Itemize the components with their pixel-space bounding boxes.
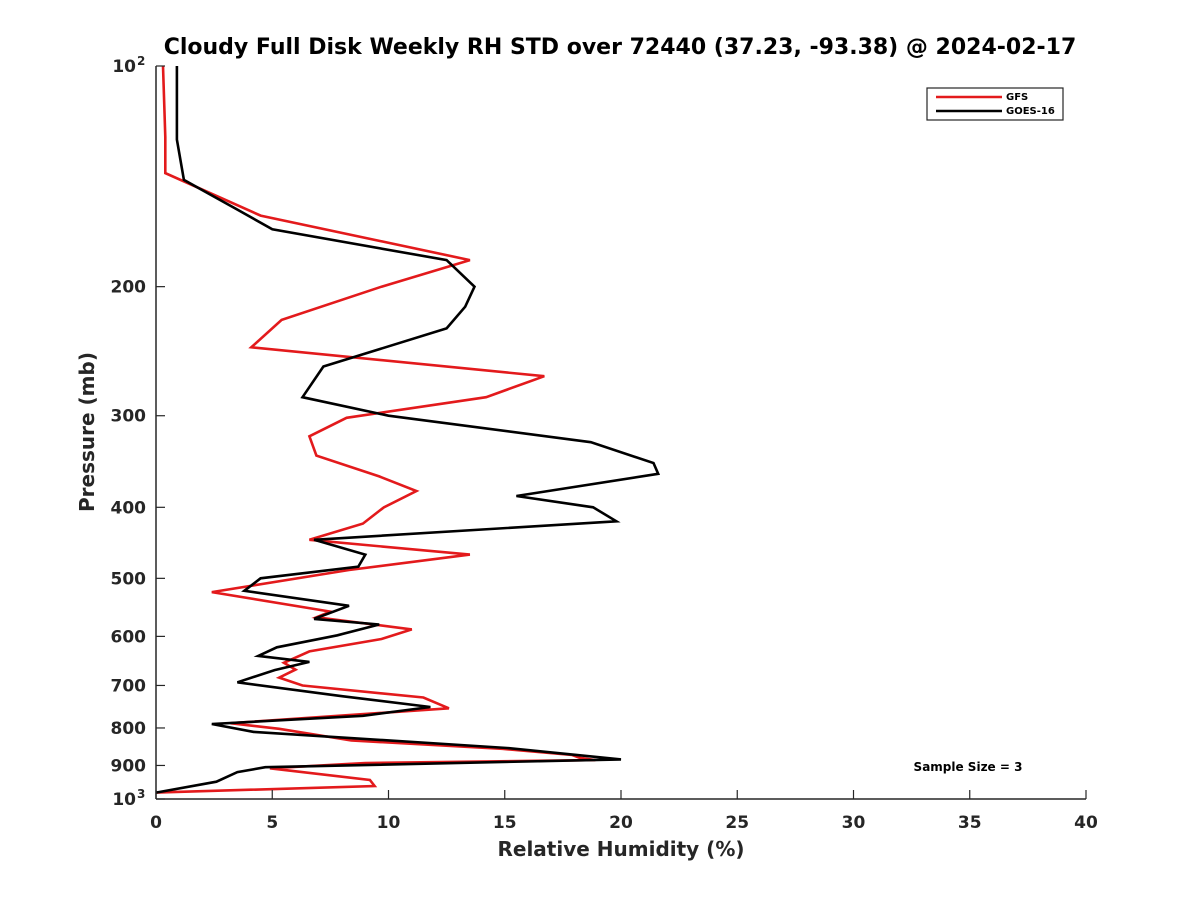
y-tick-label: 200 <box>111 278 147 298</box>
x-tick-label: 25 <box>725 813 749 833</box>
legend-label-gfs: GFS <box>1006 92 1028 103</box>
sample-size-annotation: Sample Size = 3 <box>914 760 1023 774</box>
legend-box <box>926 87 1064 121</box>
y-axis-label: Pressure (mb) <box>75 352 99 512</box>
y-tick-label: 900 <box>111 756 147 776</box>
y-tick-label: 600 <box>111 627 147 647</box>
x-tick-label: 40 <box>1074 813 1098 833</box>
x-tick-label: 0 <box>150 813 162 833</box>
legend-label-goes16: GOES-16 <box>1006 106 1055 117</box>
y-tick-label: 500 <box>111 569 147 589</box>
series-line-goes16 <box>155 66 661 794</box>
x-tick-label: 10 <box>377 813 401 833</box>
y-tick-label: 700 <box>111 676 147 696</box>
plot-area <box>155 65 1086 800</box>
y-tick-label: 10 <box>112 790 136 810</box>
x-tick-label: 15 <box>493 813 517 833</box>
y-tick-exponent: 2 <box>137 54 145 68</box>
x-tick-label: 35 <box>958 813 982 833</box>
x-axis-ticks: 0 5 10 15 20 25 30 35 40 <box>150 790 1098 833</box>
x-tick-label: 30 <box>842 813 866 833</box>
y-tick-label: 400 <box>111 498 147 518</box>
series-lines <box>155 65 661 794</box>
y-tick-label: 10 <box>112 57 136 77</box>
chart-title: Cloudy Full Disk Weekly RH STD over 7244… <box>164 35 1077 60</box>
y-tick-label: 800 <box>111 719 147 739</box>
x-axis-label: Relative Humidity (%) <box>497 837 744 861</box>
y-tick-label: 300 <box>111 407 147 427</box>
x-tick-label: 5 <box>266 813 278 833</box>
y-tick-exponent: 3 <box>137 787 145 801</box>
x-tick-label: 20 <box>609 813 633 833</box>
legend: GFS GOES-16 <box>926 87 1064 121</box>
